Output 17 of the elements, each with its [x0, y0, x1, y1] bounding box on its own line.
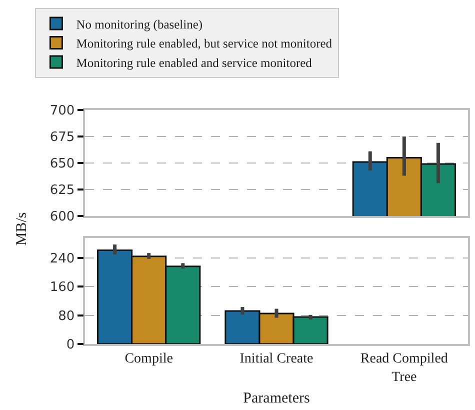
- legend-label: No monitoring (baseline): [76, 17, 203, 32]
- y-tick-label: 80: [58, 308, 75, 324]
- y-axis-title: MB/s: [14, 212, 30, 246]
- y-tick-label: 0: [66, 338, 75, 353]
- y-tick-label: 675: [50, 130, 75, 146]
- y-tick-label: 650: [50, 156, 75, 172]
- x-tick-label: Compile: [124, 352, 173, 367]
- legend-label: Monitoring rule enabled and service monitored: [76, 56, 313, 70]
- y-tick-label: 700: [50, 104, 75, 119]
- y-tick-label: 240: [50, 251, 75, 266]
- x-axis-title: Parameters: [243, 390, 310, 406]
- legend-label: Monitoring rule enabled, but service not monitored: [76, 36, 333, 51]
- y-tick-label: 625: [50, 183, 75, 198]
- y-tick-label: 600: [50, 210, 75, 225]
- y-tick-label: 160: [50, 280, 75, 296]
- x-tick-label: Read Compiled Tree: [360, 352, 448, 385]
- x-tick-label: Initial Create: [240, 352, 314, 367]
